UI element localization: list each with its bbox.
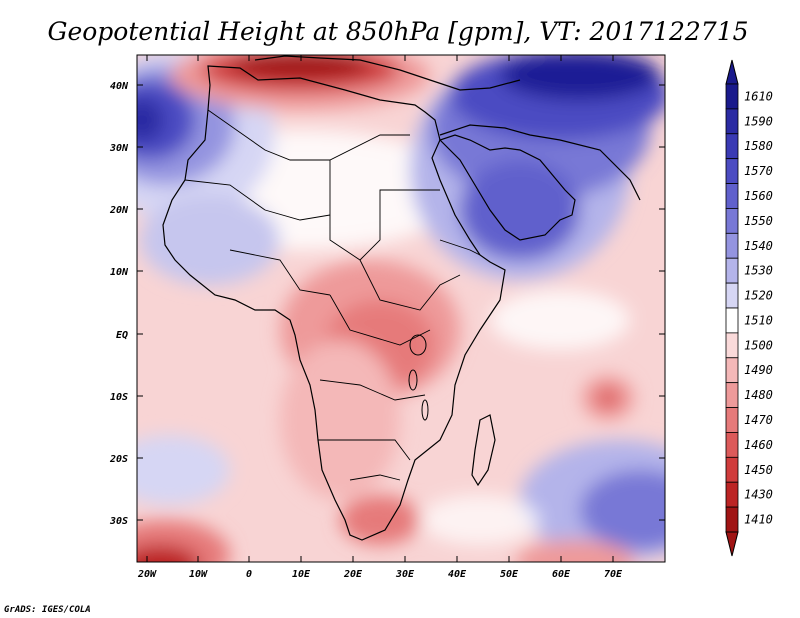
- lon-label: 0: [246, 569, 252, 580]
- colorbar-swatch: [725, 208, 739, 234]
- colorbar-swatch: [725, 307, 739, 334]
- colorbar-swatch: [725, 83, 739, 110]
- lat-label: 10N: [110, 267, 129, 278]
- colorbar-label: 1460: [744, 438, 773, 452]
- colorbar-swatch: [725, 382, 739, 408]
- lon-label: 60E: [552, 569, 571, 580]
- lon-label: 10E: [292, 569, 311, 580]
- colorbar-swatch: [725, 432, 739, 458]
- colorbar-swatch: [725, 357, 739, 384]
- colorbar-label: 1580: [744, 139, 773, 153]
- map-title: Geopotential Height at 850hPa [gpm], VT:…: [47, 17, 748, 46]
- lon-label: 70E: [604, 569, 623, 580]
- colorbar-label: 1410: [744, 513, 773, 527]
- colorbar-swatch: [725, 282, 739, 309]
- colorbar-swatch: [725, 257, 739, 284]
- colorbar-label: 1560: [744, 189, 773, 203]
- map-area: [137, 55, 665, 562]
- coastlines: [162, 55, 641, 541]
- colorbar-label: 1510: [744, 313, 773, 327]
- colorbar-label: 1450: [744, 463, 773, 477]
- lat-label: 10S: [110, 392, 128, 403]
- lat-label: 20S: [109, 454, 128, 465]
- lat-label: 40N: [110, 81, 129, 92]
- colorbar-swatch: [725, 407, 739, 433]
- lat-label: 30S: [109, 516, 128, 527]
- colorbar-swatch: [725, 108, 739, 135]
- colorbar-swatch: [725, 506, 739, 533]
- lon-label: 10W: [189, 569, 208, 580]
- colorbar-swatch: [725, 481, 739, 508]
- colorbar-label: 1590: [744, 114, 773, 128]
- colorbar-label: 1540: [744, 239, 773, 253]
- height-field: [137, 55, 665, 562]
- colorbar: 1610 1590 1580 1570 1560 1550 1540 1530 1520 1510…: [725, 59, 773, 557]
- colorbar-label: 1570: [744, 164, 773, 178]
- lat-label: 30N: [109, 143, 129, 154]
- lakes: [408, 334, 429, 421]
- country-borders: [184, 109, 481, 481]
- colorbar-label: 1470: [744, 413, 773, 427]
- colorbar-bottom-arrow: [725, 531, 739, 557]
- colorbar-swatch: [725, 183, 739, 209]
- colorbar-label: 1490: [744, 363, 773, 377]
- lat-label: 20N: [109, 205, 129, 216]
- colorbar-label: 1530: [744, 264, 773, 278]
- lon-axis: 20W 10W 0 10E 20E 30E 40E 50E 60E 70E: [137, 55, 623, 580]
- colorbar-top-arrow: [725, 59, 739, 85]
- colorbar-label: 1430: [744, 488, 773, 502]
- credit-text: GrADS: IGES/COLA: [4, 605, 91, 615]
- colorbar-label: 1550: [744, 214, 773, 228]
- colorbar-swatch: [725, 232, 739, 259]
- colorbar-swatch: [725, 332, 739, 359]
- colorbar-label: 1610: [744, 89, 773, 103]
- colorbar-swatch: [725, 158, 739, 184]
- lon-label: 30E: [395, 569, 415, 580]
- lon-label: 20E: [343, 569, 363, 580]
- colorbar-label: 1500: [744, 338, 773, 352]
- colorbar-swatch: [725, 133, 739, 160]
- colorbar-label: 1480: [744, 388, 773, 402]
- colorbar-label: 1520: [744, 289, 773, 303]
- lat-axis: 40N 30N 20N 10N EQ 10S 20S 30S: [109, 81, 665, 527]
- lon-label: 40E: [448, 569, 467, 580]
- lon-label: 50E: [500, 569, 519, 580]
- lat-label: EQ: [116, 330, 128, 341]
- map-frame: [136, 54, 666, 563]
- colorbar-swatch: [725, 456, 739, 483]
- lon-label: 20W: [137, 569, 157, 580]
